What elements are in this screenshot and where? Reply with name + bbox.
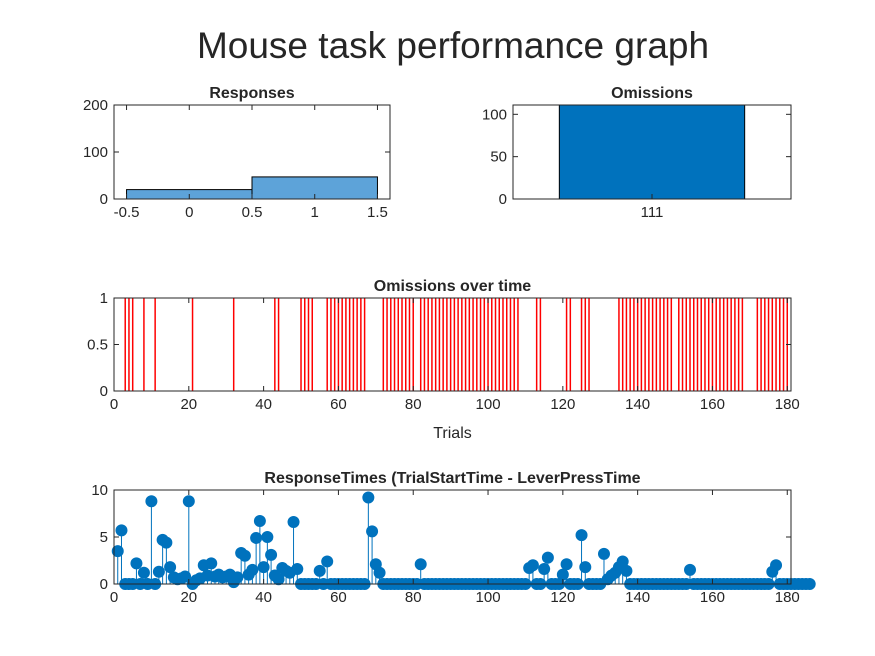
y-tick-label: 1 [100, 290, 108, 307]
stem-marker [287, 515, 300, 528]
stem-marker [366, 525, 379, 538]
x-tick-label: 60 [330, 589, 347, 606]
x-tick-label: 1.5 [367, 204, 388, 221]
stem-marker [145, 495, 158, 508]
stem-marker [231, 571, 244, 584]
x-tick-label: 60 [330, 396, 347, 413]
y-tick-label: 0 [100, 191, 108, 208]
y-tick-label: 50 [490, 149, 507, 166]
x-tick-label: 120 [550, 396, 575, 413]
stem-marker [205, 557, 218, 570]
x-tick-label: 40 [255, 589, 272, 606]
stem-marker [414, 558, 427, 571]
stem-marker [160, 536, 173, 549]
stem-marker [130, 557, 143, 570]
stem-marker [313, 564, 326, 577]
y-tick-label: 100 [83, 144, 108, 161]
x-tick-label: 0 [185, 204, 193, 221]
x-tick-label: 180 [775, 589, 800, 606]
stem-marker [526, 559, 539, 572]
y-tick-label: 0 [100, 576, 108, 593]
y-tick-label: 5 [100, 529, 108, 546]
stem-marker [152, 565, 165, 578]
y-tick-label: 0 [100, 383, 108, 400]
stem-marker [362, 491, 375, 504]
stem-marker [803, 578, 816, 590]
stem-marker [541, 551, 554, 564]
stem-marker [597, 547, 610, 560]
subplot-title: Responses [209, 85, 294, 102]
stem-marker [272, 573, 285, 586]
stem-marker [115, 524, 128, 537]
y-tick-label: 0 [499, 191, 507, 208]
stem-marker [538, 562, 551, 575]
axes-3: 0 0.5 1 0 20 40 60 80 100 120 140 160 180 Omissions o… [87, 278, 800, 442]
stem-marker [291, 562, 304, 575]
stem-marker [246, 563, 259, 576]
x-tick-label: 20 [180, 589, 197, 606]
figure-title: Mouse task performance graph [197, 25, 709, 66]
y-tick-label: 10 [91, 482, 108, 499]
stem-marker [179, 570, 192, 583]
stem-marker [261, 531, 274, 543]
stem-marker [111, 545, 124, 558]
x-tick-label: 0 [110, 396, 118, 413]
y-tick-label: 200 [83, 97, 108, 114]
stem-marker [137, 566, 150, 579]
x-tick-label: 140 [625, 396, 650, 413]
x-axis-label: Trials [433, 425, 472, 442]
x-tick-label: 0.5 [242, 204, 263, 221]
x-tick-label: 40 [255, 396, 272, 413]
stem-marker [250, 531, 263, 544]
x-tick-label: 180 [775, 396, 800, 413]
subplot-title: ResponseTimes (TrialStartTime - LeverPre… [264, 470, 640, 487]
x-tick-label: 160 [700, 589, 725, 606]
x-tick-label: 100 [476, 589, 501, 606]
x-tick-label: 0 [110, 589, 118, 606]
x-tick-label: 80 [405, 589, 422, 606]
stem-marker [182, 495, 195, 508]
stem-marker [257, 561, 270, 574]
subplot-title: Omissions over time [374, 278, 531, 295]
x-tick-label: 80 [405, 396, 422, 413]
stem-marker [620, 564, 633, 577]
y-tick-label: 0.5 [87, 337, 108, 354]
y-tick-label: 100 [482, 106, 507, 123]
x-tick-label: 100 [476, 396, 501, 413]
stem-marker [560, 558, 573, 571]
plot-area [114, 490, 791, 584]
x-tick-label: 1 [311, 204, 319, 221]
x-tick-label: 111 [641, 204, 664, 221]
x-tick-label: 20 [180, 396, 197, 413]
bar [558, 104, 746, 200]
axes-2: 0 50 100 Omissions 111 [482, 85, 792, 221]
stem-marker [238, 549, 251, 562]
stem-marker [265, 548, 278, 561]
stem-marker [253, 515, 266, 528]
subplot-title: Omissions [611, 85, 693, 102]
x-tick-label: 160 [700, 396, 725, 413]
stem-marker [164, 561, 177, 574]
x-tick-label: -0.5 [114, 204, 140, 221]
stem-marker [575, 529, 588, 542]
stem-marker [321, 555, 334, 568]
stem-marker [556, 568, 569, 581]
x-tick-label: 120 [550, 589, 575, 606]
axes-1: 0 100 200 -0.5 0 0.5 1 1.5 Responses [83, 85, 391, 221]
stem-marker [770, 559, 783, 572]
stem-marker [684, 563, 697, 576]
stem-marker [579, 561, 592, 574]
x-tick-label: 140 [625, 589, 650, 606]
stem-marker [373, 566, 386, 579]
